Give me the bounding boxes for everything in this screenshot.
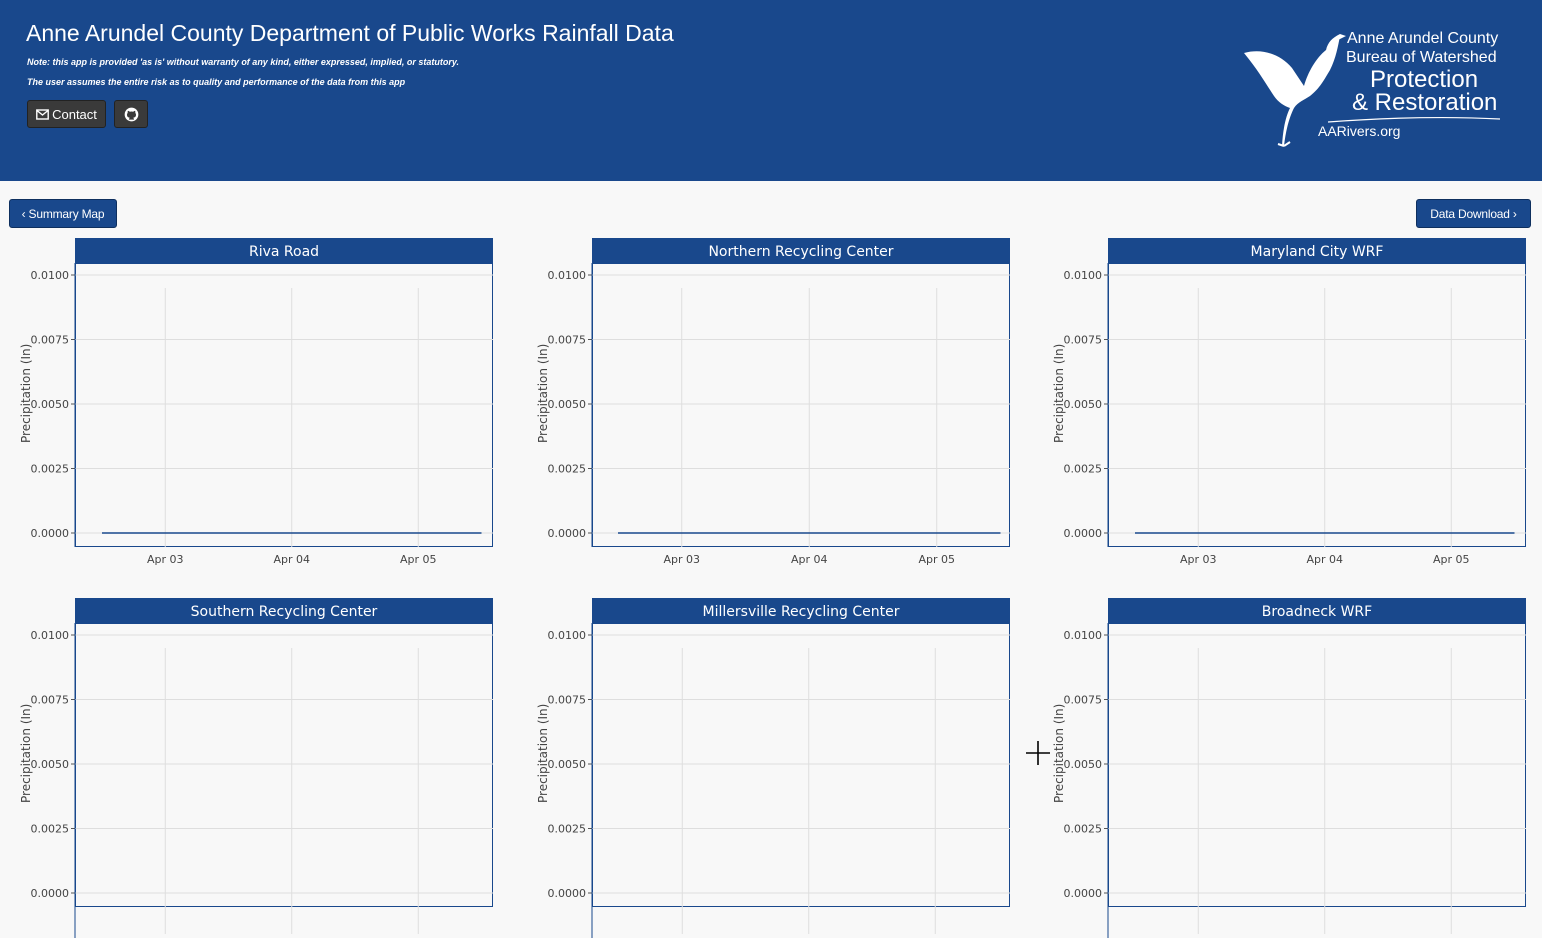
aarivers-logo: Anne Arundel County Bureau of Watershed … [1240, 28, 1520, 153]
app-header: Anne Arundel County Department of Public… [0, 0, 1542, 181]
chart-title: Riva Road [75, 238, 493, 264]
chart-millersville-recycling-center[interactable]: Millersville Recycling Center Precipitat… [527, 598, 1042, 938]
x-tick-label: Apr 04 [273, 553, 310, 566]
chart-riva-road[interactable]: Riva Road Precipitation (In) 0.0100 0.007… [10, 238, 525, 578]
y-tick-label: 0.0000 [31, 527, 70, 540]
x-tick-label: Apr 04 [791, 553, 828, 566]
risk-note: The user assumes the entire risk as to q… [27, 77, 406, 87]
logo-line1: Anne Arundel County [1347, 30, 1499, 47]
chart-svg[interactable]: 0.0100 0.0075 0.0050 0.0025 0.0000 [1043, 598, 1542, 938]
y-tick-label: 0.0050 [548, 758, 587, 771]
logo-url: AARivers.org [1318, 123, 1401, 139]
disclaimer-note: Note: this app is provided 'as is' witho… [27, 57, 460, 67]
y-tick-label: 0.0025 [548, 463, 587, 476]
y-tick-label: 0.0100 [548, 269, 587, 282]
y-tick-label: 0.0050 [31, 398, 70, 411]
data-download-button[interactable]: Data Download › [1416, 199, 1531, 228]
y-tick-label: 0.0075 [1064, 334, 1103, 347]
logo-line4: & Restoration [1352, 89, 1498, 116]
y-tick-label: 0.0025 [548, 823, 587, 836]
y-tick-label: 0.0000 [31, 887, 70, 900]
y-tick-label: 0.0025 [31, 823, 70, 836]
x-tick-label: Apr 03 [147, 553, 184, 566]
x-tick-label: Apr 03 [1180, 553, 1217, 566]
y-tick-label: 0.0050 [31, 758, 70, 771]
chart-title: Northern Recycling Center [592, 238, 1010, 264]
y-tick-label: 0.0075 [31, 694, 70, 707]
heron-icon [1244, 34, 1346, 147]
y-tick-label: 0.0100 [31, 629, 70, 642]
logo-underline [1328, 116, 1501, 123]
x-tick-label: Apr 03 [663, 553, 700, 566]
chart-title: Millersville Recycling Center [592, 598, 1010, 624]
chart-title: Broadneck WRF [1108, 598, 1526, 624]
y-tick-label: 0.0000 [1064, 527, 1103, 540]
y-tick-label: 0.0050 [1064, 398, 1103, 411]
y-tick-label: 0.0025 [1064, 823, 1103, 836]
page-title: Anne Arundel County Department of Public… [26, 20, 674, 46]
y-tick-label: 0.0075 [31, 334, 70, 347]
y-tick-label: 0.0100 [548, 629, 587, 642]
y-tick-label: 0.0025 [31, 463, 70, 476]
x-tick-label: Apr 05 [1433, 553, 1470, 566]
chart-maryland-city-wrf[interactable]: Maryland City WRF Precipitation (In) 0.0… [1043, 238, 1542, 578]
logo-line2: Bureau of Watershed [1346, 49, 1497, 66]
y-tick-label: 0.0100 [1064, 629, 1103, 642]
chart-southern-recycling-center[interactable]: Southern Recycling Center Precipitation … [10, 598, 525, 938]
y-tick-label: 0.0050 [548, 398, 587, 411]
y-tick-label: 0.0075 [548, 334, 587, 347]
chart-northern-recycling-center[interactable]: Northern Recycling Center Precipitation … [527, 238, 1042, 578]
x-tick-label: Apr 04 [1306, 553, 1343, 566]
y-tick-label: 0.0000 [548, 887, 587, 900]
y-tick-label: 0.0075 [548, 694, 587, 707]
chart-svg[interactable]: 0.0100 0.0075 0.0050 0.0025 0.0000 [527, 598, 1042, 938]
chart-title: Maryland City WRF [1108, 238, 1526, 264]
y-tick-label: 0.0100 [31, 269, 70, 282]
chart-title: Southern Recycling Center [75, 598, 493, 624]
github-button[interactable] [114, 100, 148, 128]
x-tick-label: Apr 05 [400, 553, 437, 566]
chart-svg[interactable]: 0.0100 0.0075 0.0050 0.0025 0.0000 Apr 03 Apr … [1043, 238, 1542, 578]
github-icon [124, 107, 138, 121]
y-tick-label: 0.0050 [1064, 758, 1103, 771]
y-tick-label: 0.0000 [1064, 887, 1103, 900]
y-tick-label: 0.0075 [1064, 694, 1103, 707]
x-tick-label: Apr 05 [918, 553, 955, 566]
envelope-icon [36, 108, 49, 120]
chart-svg[interactable]: 0.0100 0.0075 0.0050 0.0025 0.0000 Apr 03 Apr … [527, 238, 1042, 578]
y-tick-label: 0.0100 [1064, 269, 1103, 282]
y-tick-label: 0.0000 [548, 527, 587, 540]
logo-line3: Protection [1370, 66, 1479, 93]
contact-button[interactable]: Contact [27, 100, 106, 128]
contact-label: Contact [52, 106, 97, 122]
summary-map-button[interactable]: ‹ Summary Map [9, 199, 117, 228]
chart-broadneck-wrf[interactable]: Broadneck WRF Precipitation (In) 0.0100 0… [1043, 598, 1542, 938]
chart-svg[interactable]: 0.0100 0.0075 0.0050 0.0025 0.0000 [10, 598, 525, 938]
y-tick-label: 0.0025 [1064, 463, 1103, 476]
chart-svg[interactable]: 0.0100 0.0075 0.0050 0.0025 0.0000 Apr 03 Apr … [10, 238, 525, 578]
crosshair-cursor-icon [1026, 741, 1050, 765]
